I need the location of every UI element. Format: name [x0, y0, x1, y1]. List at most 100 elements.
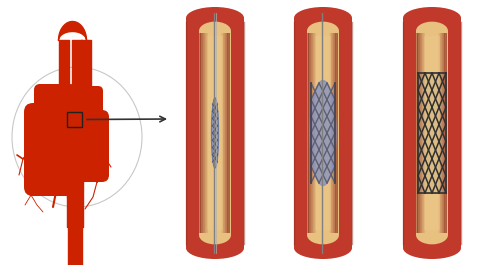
Bar: [446, 33, 448, 233]
Bar: [420, 33, 421, 233]
Bar: [206, 33, 207, 233]
Bar: [441, 33, 442, 233]
Bar: [229, 33, 230, 233]
Bar: [416, 33, 418, 233]
Bar: [331, 33, 332, 233]
Bar: [200, 33, 201, 233]
Bar: [308, 33, 310, 233]
Bar: [332, 33, 334, 233]
Bar: [221, 33, 222, 233]
Bar: [307, 31, 339, 235]
Bar: [200, 33, 202, 233]
Bar: [424, 36, 440, 230]
Bar: [222, 33, 224, 233]
Bar: [440, 33, 441, 233]
Bar: [226, 33, 227, 233]
Ellipse shape: [186, 237, 244, 259]
Bar: [312, 33, 314, 233]
Bar: [202, 33, 204, 233]
Bar: [307, 33, 308, 233]
Bar: [310, 33, 312, 233]
Bar: [442, 33, 444, 233]
Bar: [418, 33, 420, 233]
Polygon shape: [212, 98, 218, 168]
Ellipse shape: [186, 7, 244, 29]
Bar: [444, 33, 445, 233]
Bar: [206, 33, 208, 233]
Ellipse shape: [12, 67, 142, 207]
Bar: [332, 33, 334, 233]
Bar: [314, 33, 315, 233]
Ellipse shape: [307, 22, 339, 40]
Bar: [337, 33, 338, 233]
Bar: [207, 36, 223, 230]
Ellipse shape: [307, 226, 339, 244]
Bar: [418, 33, 419, 233]
Bar: [202, 33, 203, 233]
Bar: [226, 33, 228, 233]
Ellipse shape: [199, 226, 231, 244]
Bar: [67, 112, 82, 127]
Bar: [314, 33, 316, 233]
Ellipse shape: [403, 7, 461, 29]
FancyBboxPatch shape: [60, 110, 109, 182]
FancyBboxPatch shape: [34, 84, 76, 128]
Ellipse shape: [403, 237, 461, 259]
Bar: [312, 33, 314, 233]
Bar: [439, 33, 440, 233]
Bar: [201, 33, 202, 233]
Bar: [224, 33, 226, 233]
Bar: [314, 33, 316, 233]
Bar: [421, 33, 422, 233]
Bar: [186, 18, 244, 248]
Ellipse shape: [294, 237, 352, 259]
Bar: [206, 33, 208, 233]
Bar: [329, 33, 330, 233]
Polygon shape: [310, 81, 336, 186]
Bar: [294, 18, 352, 248]
Bar: [440, 33, 442, 233]
FancyBboxPatch shape: [24, 103, 80, 196]
Bar: [203, 33, 204, 233]
Bar: [309, 33, 310, 233]
Bar: [443, 33, 444, 233]
Ellipse shape: [416, 226, 448, 244]
Bar: [315, 36, 331, 230]
Bar: [423, 33, 424, 233]
Bar: [445, 33, 446, 233]
Bar: [311, 33, 312, 233]
Bar: [422, 33, 423, 233]
Bar: [336, 33, 337, 233]
Bar: [336, 33, 338, 233]
Bar: [438, 33, 440, 233]
Bar: [422, 33, 424, 233]
Bar: [228, 33, 229, 233]
Bar: [420, 33, 422, 233]
Ellipse shape: [199, 22, 231, 40]
Bar: [334, 33, 336, 233]
FancyBboxPatch shape: [417, 72, 447, 194]
Bar: [442, 33, 443, 233]
FancyBboxPatch shape: [65, 86, 103, 124]
Bar: [204, 33, 206, 233]
Bar: [204, 33, 206, 233]
Ellipse shape: [294, 7, 352, 29]
Bar: [199, 31, 231, 235]
Bar: [308, 33, 309, 233]
Bar: [444, 33, 446, 233]
Bar: [416, 31, 448, 235]
Bar: [403, 18, 461, 248]
Bar: [226, 33, 228, 233]
Bar: [330, 33, 332, 233]
Bar: [416, 33, 418, 233]
Bar: [228, 33, 230, 233]
Bar: [334, 33, 335, 233]
Bar: [419, 33, 420, 233]
Bar: [224, 33, 226, 233]
Bar: [424, 33, 425, 233]
Ellipse shape: [416, 22, 448, 40]
Bar: [222, 33, 224, 233]
Bar: [223, 33, 224, 233]
Bar: [310, 33, 312, 233]
Bar: [330, 33, 332, 233]
